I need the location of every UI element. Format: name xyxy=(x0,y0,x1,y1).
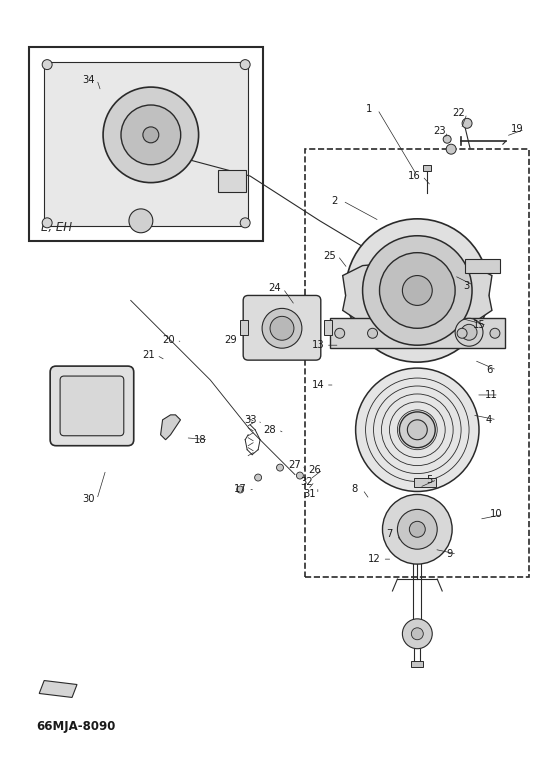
FancyBboxPatch shape xyxy=(50,366,134,446)
Circle shape xyxy=(380,253,455,329)
Text: 28: 28 xyxy=(264,425,277,434)
Bar xyxy=(324,320,332,335)
Bar xyxy=(412,661,423,666)
Text: 20: 20 xyxy=(162,335,175,346)
FancyBboxPatch shape xyxy=(243,295,321,360)
Bar xyxy=(29,46,263,240)
Text: 22: 22 xyxy=(452,108,465,118)
Text: 15: 15 xyxy=(473,320,486,330)
Circle shape xyxy=(446,145,456,154)
Circle shape xyxy=(398,509,437,549)
Polygon shape xyxy=(39,680,77,697)
Circle shape xyxy=(399,412,435,448)
Circle shape xyxy=(143,127,159,143)
Text: 2: 2 xyxy=(332,196,338,206)
Text: 12: 12 xyxy=(368,554,381,564)
Circle shape xyxy=(409,521,425,537)
Text: 21: 21 xyxy=(142,350,155,360)
Text: 14: 14 xyxy=(311,380,324,390)
Bar xyxy=(218,170,246,192)
Circle shape xyxy=(240,218,250,228)
Circle shape xyxy=(382,495,452,564)
Circle shape xyxy=(262,308,302,348)
Circle shape xyxy=(412,628,423,640)
Text: 1: 1 xyxy=(366,104,373,114)
Text: 10: 10 xyxy=(489,509,502,519)
Text: 8: 8 xyxy=(352,485,358,495)
Circle shape xyxy=(255,474,262,481)
Text: 17: 17 xyxy=(234,485,246,495)
Circle shape xyxy=(403,619,432,649)
Circle shape xyxy=(362,236,472,346)
Polygon shape xyxy=(161,415,180,440)
Text: 25: 25 xyxy=(323,250,336,261)
Text: 34: 34 xyxy=(83,74,95,84)
Text: 31: 31 xyxy=(304,489,316,499)
Circle shape xyxy=(42,60,52,70)
Text: 26: 26 xyxy=(309,465,321,475)
Circle shape xyxy=(356,368,479,492)
Text: 6: 6 xyxy=(486,365,492,375)
Circle shape xyxy=(403,275,432,305)
Circle shape xyxy=(407,420,427,440)
Circle shape xyxy=(346,219,489,362)
Circle shape xyxy=(237,486,244,493)
Bar xyxy=(305,149,529,577)
Text: 3: 3 xyxy=(463,281,469,291)
Circle shape xyxy=(461,325,477,340)
Circle shape xyxy=(277,464,283,471)
Text: 7: 7 xyxy=(386,530,393,540)
Circle shape xyxy=(121,105,181,165)
Text: 11: 11 xyxy=(484,390,497,400)
Text: 33: 33 xyxy=(244,415,256,425)
Circle shape xyxy=(240,60,250,70)
Circle shape xyxy=(335,329,344,339)
Text: 23: 23 xyxy=(433,126,446,136)
Text: 27: 27 xyxy=(288,460,301,470)
Circle shape xyxy=(443,135,451,143)
Text: 5: 5 xyxy=(426,475,432,485)
Circle shape xyxy=(367,329,377,339)
Bar xyxy=(240,320,248,335)
FancyBboxPatch shape xyxy=(60,376,124,436)
Text: 24: 24 xyxy=(269,284,281,294)
Bar xyxy=(423,165,431,171)
Text: 18: 18 xyxy=(194,434,207,444)
Text: 16: 16 xyxy=(408,171,421,181)
Text: 9: 9 xyxy=(446,549,452,559)
Bar xyxy=(44,62,248,226)
Text: 13: 13 xyxy=(311,340,324,350)
Circle shape xyxy=(103,87,199,182)
Circle shape xyxy=(42,218,52,228)
Circle shape xyxy=(457,329,467,339)
Text: E, EH: E, EH xyxy=(41,221,72,233)
Text: 30: 30 xyxy=(83,495,95,505)
Text: 66MJA-8090: 66MJA-8090 xyxy=(36,720,115,733)
Circle shape xyxy=(296,472,304,479)
Text: 32: 32 xyxy=(301,476,313,486)
Circle shape xyxy=(455,318,483,346)
Circle shape xyxy=(490,329,500,339)
Circle shape xyxy=(270,316,294,340)
Text: 19: 19 xyxy=(511,124,523,135)
Bar xyxy=(465,259,500,273)
Bar xyxy=(414,478,436,488)
Circle shape xyxy=(129,209,153,233)
Bar xyxy=(330,318,505,348)
Circle shape xyxy=(462,118,472,128)
Text: 4: 4 xyxy=(486,415,492,425)
Text: 29: 29 xyxy=(224,335,237,346)
Polygon shape xyxy=(343,261,492,325)
